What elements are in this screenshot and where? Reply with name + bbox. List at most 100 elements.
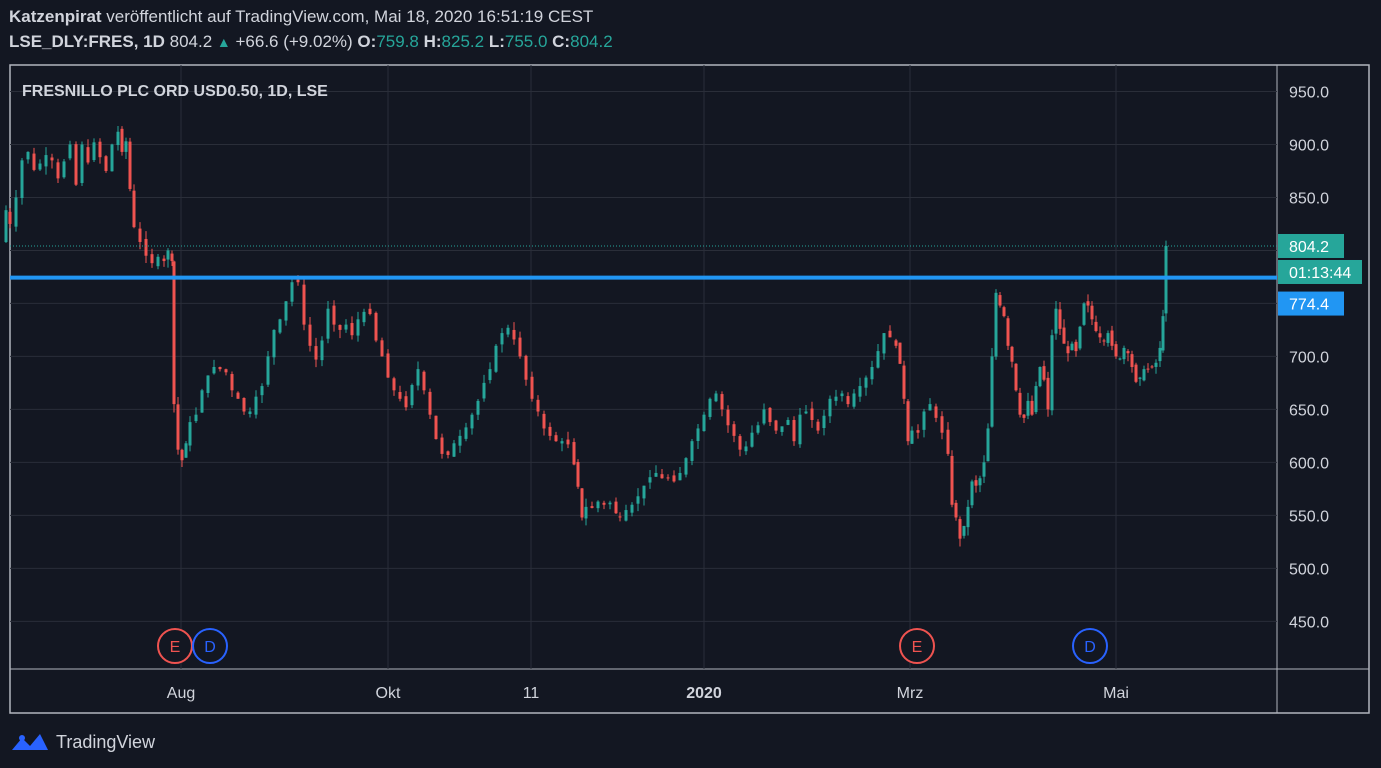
candle-body[interactable] (1122, 347, 1126, 360)
candle-body[interactable] (720, 394, 724, 410)
candle-body[interactable] (536, 399, 540, 412)
candle-body[interactable] (596, 501, 600, 509)
candle-body[interactable] (350, 323, 354, 336)
candle-body[interactable] (840, 393, 844, 397)
candle-body[interactable] (602, 502, 606, 505)
candle-body[interactable] (684, 458, 688, 475)
candle-body[interactable] (922, 411, 926, 430)
candle-body[interactable] (888, 330, 892, 338)
author-name[interactable]: Katzenpirat (9, 7, 102, 26)
candle-body[interactable] (404, 396, 408, 408)
candle-body[interactable] (530, 376, 534, 399)
candle-body[interactable] (940, 416, 944, 433)
candle-body[interactable] (1106, 333, 1110, 343)
candle-body[interactable] (422, 371, 426, 391)
candles[interactable] (4, 125, 1168, 547)
candle-body[interactable] (822, 415, 826, 428)
candle-body[interactable] (666, 477, 670, 479)
candle-body[interactable] (26, 151, 30, 160)
candle-body[interactable] (80, 144, 84, 184)
candle-body[interactable] (572, 442, 576, 465)
candle-body[interactable] (870, 367, 874, 380)
candle-body[interactable] (1118, 358, 1122, 360)
candle-body[interactable] (464, 427, 468, 439)
candle-body[interactable] (876, 351, 880, 368)
candle-body[interactable] (14, 197, 18, 227)
candle-body[interactable] (1038, 367, 1042, 387)
candle-body[interactable] (804, 411, 808, 414)
candle-body[interactable] (272, 329, 276, 358)
candle-body[interactable] (380, 340, 384, 357)
candle-body[interactable] (374, 312, 378, 341)
candle-body[interactable] (554, 435, 558, 442)
candle-body[interactable] (576, 462, 580, 487)
candle-body[interactable] (1070, 343, 1074, 351)
candle-body[interactable] (1161, 316, 1165, 351)
candle-body[interactable] (744, 446, 748, 452)
price-axis[interactable]: 950.0900.0850.0800.0750.0700.0650.0600.0… (1289, 84, 1329, 631)
candle-body[interactable] (428, 391, 432, 415)
candle-body[interactable] (284, 301, 288, 321)
candle-body[interactable] (1164, 245, 1168, 314)
candle-body[interactable] (590, 506, 594, 508)
candle-body[interactable] (542, 413, 546, 429)
candle-body[interactable] (32, 153, 36, 170)
candle-body[interactable] (326, 308, 330, 339)
candle-body[interactable] (566, 439, 570, 445)
candle-body[interactable] (296, 279, 300, 283)
candle-body[interactable] (512, 329, 516, 340)
candle-body[interactable] (98, 141, 102, 158)
candle-body[interactable] (1034, 386, 1038, 413)
candle-body[interactable] (110, 144, 114, 172)
candle-body[interactable] (962, 525, 966, 536)
candle-body[interactable] (124, 141, 128, 152)
candle-body[interactable] (934, 406, 938, 418)
candle-body[interactable] (738, 436, 742, 450)
candle-body[interactable] (138, 228, 142, 242)
candle-body[interactable] (44, 155, 48, 167)
candle-body[interactable] (434, 415, 438, 440)
candle-body[interactable] (500, 333, 504, 345)
candle-body[interactable] (236, 392, 240, 399)
candle-body[interactable] (518, 337, 522, 357)
candle-body[interactable] (260, 386, 264, 396)
candle-body[interactable] (768, 407, 772, 423)
candle-body[interactable] (1002, 307, 1006, 317)
candle-body[interactable] (816, 421, 820, 431)
candle-body[interactable] (774, 420, 778, 431)
candle-body[interactable] (954, 502, 958, 518)
candle-body[interactable] (828, 398, 832, 417)
candle-body[interactable] (636, 496, 640, 504)
candle-body[interactable] (128, 141, 132, 189)
candle-body[interactable] (242, 398, 246, 412)
candle-body[interactable] (1110, 330, 1114, 346)
candle-body[interactable] (750, 432, 754, 447)
candle-body[interactable] (314, 346, 318, 360)
candle-body[interactable] (320, 340, 324, 361)
candle-body[interactable] (1022, 414, 1026, 418)
candle-body[interactable] (386, 353, 390, 378)
candle-body[interactable] (1086, 301, 1090, 306)
candle-body[interactable] (998, 295, 1002, 306)
candle-body[interactable] (642, 485, 646, 499)
candle-body[interactable] (200, 390, 204, 413)
candle-body[interactable] (780, 426, 784, 432)
candle-body[interactable] (690, 441, 694, 461)
candle-body[interactable] (994, 292, 998, 357)
candle-body[interactable] (392, 378, 396, 391)
candle-body[interactable] (368, 308, 372, 315)
candle-body[interactable] (50, 157, 54, 161)
candle-body[interactable] (958, 519, 962, 539)
candle-body[interactable] (1130, 354, 1134, 367)
candle-body[interactable] (584, 506, 588, 519)
candle-body[interactable] (144, 238, 148, 256)
candle-body[interactable] (648, 477, 652, 483)
candle-body[interactable] (798, 414, 802, 445)
candle-body[interactable] (630, 504, 634, 513)
candle-body[interactable] (894, 340, 898, 346)
candle-body[interactable] (756, 425, 760, 433)
candle-body[interactable] (452, 443, 456, 457)
candle-body[interactable] (476, 400, 480, 415)
candle-body[interactable] (1010, 346, 1014, 362)
candle-body[interactable] (614, 501, 618, 514)
